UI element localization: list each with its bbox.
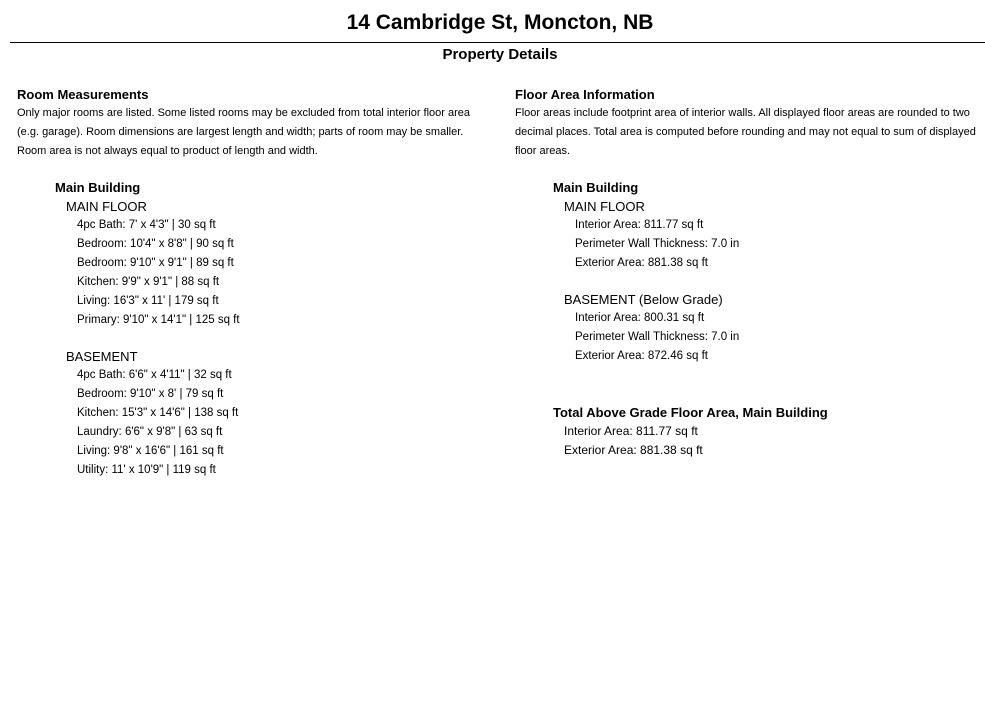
room-item: Bedroom: 10'4" x 8'8" | 90 sq ft — [77, 238, 234, 250]
building-heading: Main Building — [55, 180, 141, 195]
page-subtitle: Property Details — [442, 46, 558, 63]
floor-heading: MAIN FLOOR — [564, 199, 645, 214]
description-line: Room area is not always equal to product… — [17, 145, 318, 157]
room-item: Living: 9'8" x 16'6" | 161 sq ft — [77, 445, 224, 457]
description-line: decimal places. Total area is computed b… — [515, 126, 976, 138]
total-heading: Total Above Grade Floor Area, Main Build… — [553, 405, 828, 420]
area-item: Interior Area: 800.31 sq ft — [575, 312, 705, 324]
description-line: Floor areas include footprint area of in… — [515, 107, 970, 119]
area-item: Perimeter Wall Thickness: 7.0 in — [575, 238, 740, 250]
section-heading: Room Measurements — [17, 87, 149, 102]
room-item: Living: 16'3" x 11' | 179 sq ft — [77, 295, 219, 307]
room-item: Utility: 11' x 10'9" | 119 sq ft — [77, 464, 216, 476]
room-item: Laundry: 6'6" x 9'8" | 63 sq ft — [77, 426, 223, 438]
title-divider — [10, 42, 985, 43]
floor-heading: BASEMENT (Below Grade) — [564, 292, 723, 307]
page-title: 14 Cambridge St, Moncton, NB — [346, 11, 654, 34]
area-item: Perimeter Wall Thickness: 7.0 in — [575, 331, 740, 343]
room-item: Bedroom: 9'10" x 9'1" | 89 sq ft — [77, 257, 234, 269]
building-heading: Main Building — [553, 180, 639, 195]
area-item: Interior Area: 811.77 sq ft — [575, 219, 704, 231]
room-item: 4pc Bath: 7' x 4'3" | 30 sq ft — [77, 219, 216, 231]
floor-area-section: Floor Area Information Floor areas inclu… — [515, 85, 976, 460]
total-item: Exterior Area: 881.38 sq ft — [564, 443, 703, 457]
area-item: Exterior Area: 872.46 sq ft — [575, 350, 708, 362]
room-item: Bedroom: 9'10" x 8' | 79 sq ft — [77, 388, 224, 400]
room-measurements-section: Room Measurements Only major rooms are l… — [17, 85, 470, 480]
floor-heading: MAIN FLOOR — [66, 199, 147, 214]
description-line: (e.g. garage). Room dimensions are large… — [17, 126, 464, 138]
room-item: Kitchen: 15'3" x 14'6" | 138 sq ft — [77, 407, 239, 419]
room-item: Primary: 9'10" x 14'1" | 125 sq ft — [77, 314, 240, 326]
area-item: Exterior Area: 881.38 sq ft — [575, 257, 708, 269]
section-heading: Floor Area Information — [515, 87, 655, 102]
description-line: floor areas. — [515, 145, 571, 157]
room-item: 4pc Bath: 6'6" x 4'11" | 32 sq ft — [77, 369, 232, 381]
floor-heading: BASEMENT — [66, 349, 138, 364]
room-item: Kitchen: 9'9" x 9'1" | 88 sq ft — [77, 276, 220, 288]
total-item: Interior Area: 811.77 sq ft — [564, 424, 698, 438]
description-line: Only major rooms are listed. Some listed… — [17, 107, 471, 119]
